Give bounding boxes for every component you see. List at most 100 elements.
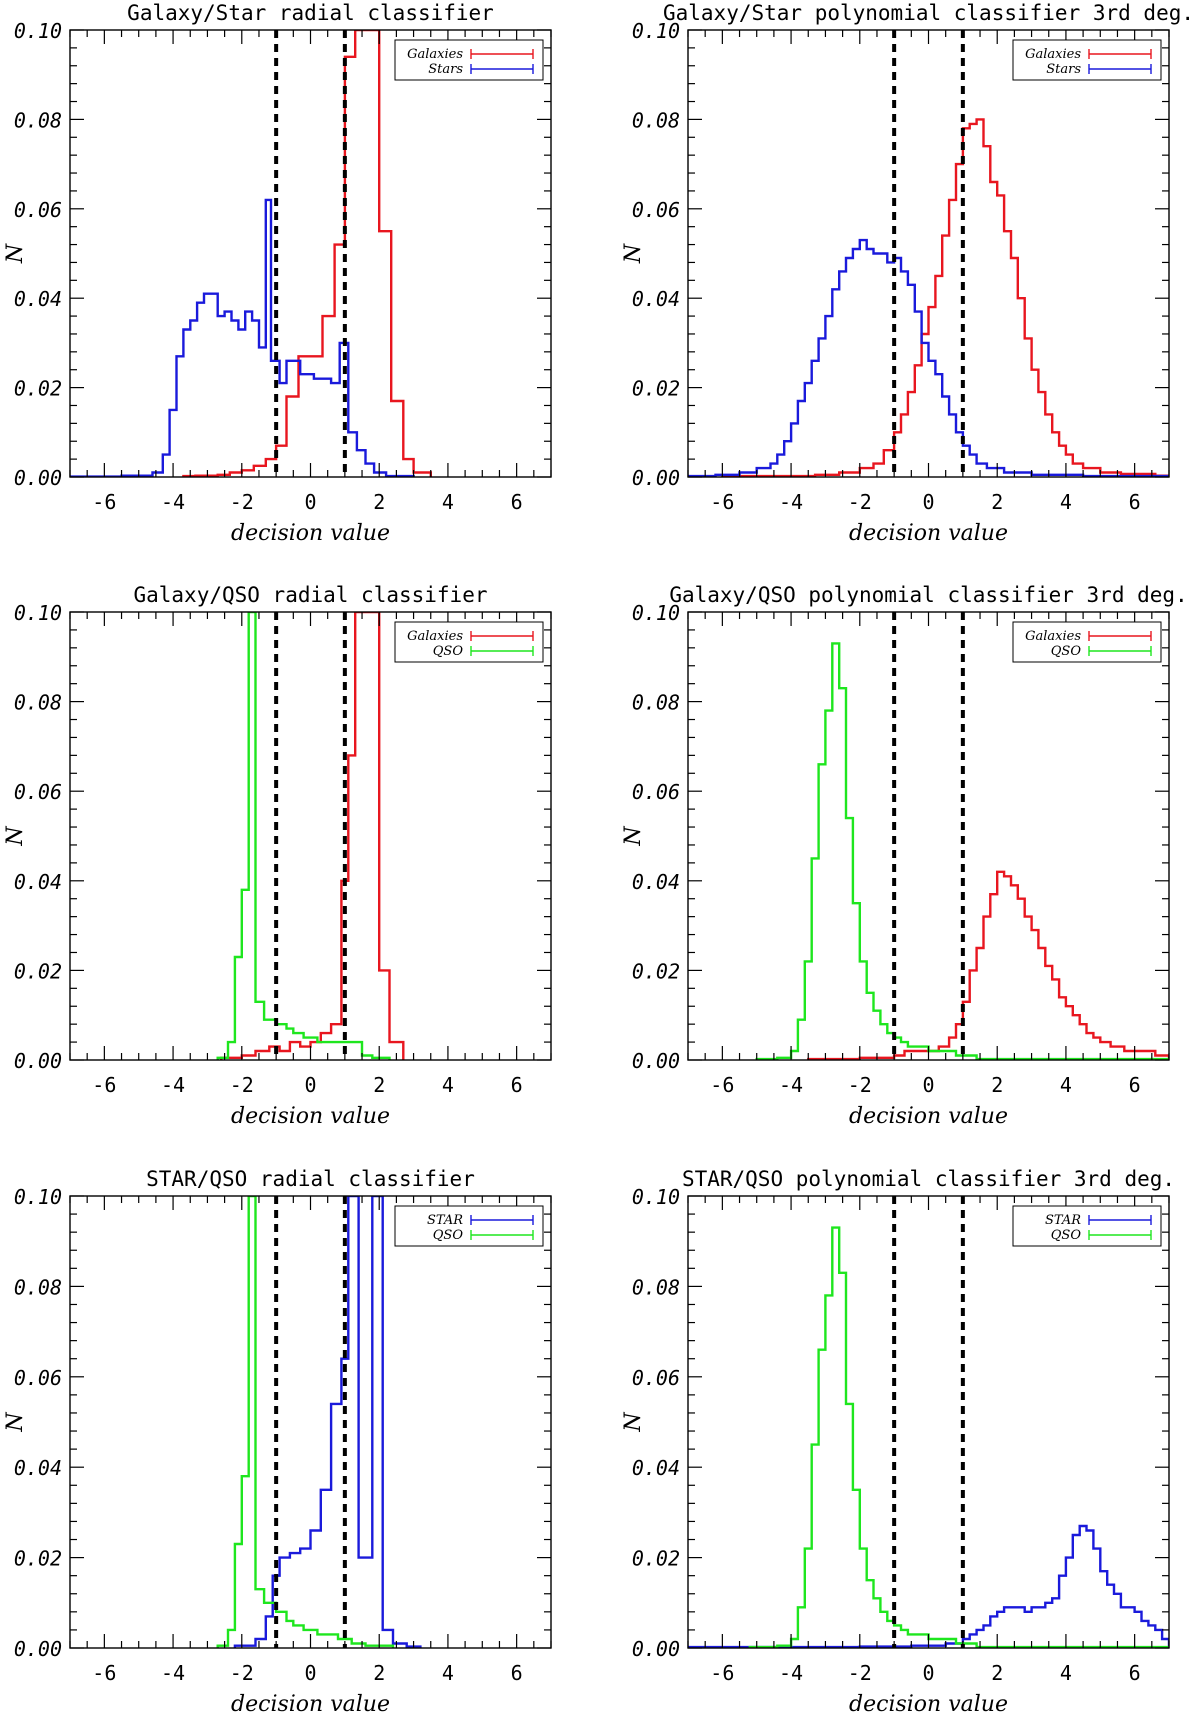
x-tick-label: 2 (991, 490, 1003, 514)
y-axis-label: N (3, 1412, 28, 1433)
y-tick-label: 0.02 (14, 959, 62, 983)
y-tick-label: 0.06 (14, 1366, 62, 1390)
x-tick-label: 4 (1060, 1073, 1072, 1097)
x-tick-label: -6 (92, 1073, 116, 1097)
legend-label-qso: QSO (433, 644, 464, 659)
x-tick-label: 6 (1129, 490, 1141, 514)
x-axis-label: decision value (231, 1104, 390, 1129)
histogram-series-qso (216, 612, 391, 1060)
y-tick-label: 0.10 (632, 1185, 680, 1209)
y-tick-label: 0.04 (632, 870, 680, 894)
x-tick-label: -6 (710, 490, 734, 514)
chart-panel-6: STAR/QSO polynomial classifier 3rd deg. -… (621, 1167, 1175, 1716)
y-tick-label: 0.06 (632, 780, 680, 804)
chart-title: STAR/QSO radial classifier (146, 1167, 475, 1191)
y-tick-label: 0.10 (14, 19, 62, 43)
y-tick-label: 0.04 (632, 287, 680, 311)
y-tick-label: 0.04 (14, 870, 62, 894)
x-tick-label: 0 (304, 1661, 316, 1685)
y-tick-label: 0.08 (14, 108, 62, 132)
x-tick-label: 4 (1060, 490, 1072, 514)
legend-box (1012, 621, 1162, 663)
x-axis-label: decision value (849, 521, 1008, 546)
x-tick-label: 6 (511, 490, 523, 514)
x-tick-label: 0 (304, 490, 316, 514)
y-tick-label: 0.02 (14, 377, 62, 401)
chart-panel-5: STAR/QSO radial classifier -6 -4 -2 0 2 4 6 0.00… (3, 1167, 552, 1716)
x-tick-label: -4 (779, 1661, 803, 1685)
y-axis-label: N (621, 826, 646, 847)
x-tick-label: 2 (373, 1073, 385, 1097)
y-tick-label: 0.04 (14, 287, 62, 311)
y-tick-label: 0.00 (632, 466, 680, 490)
x-tick-label: -6 (710, 1073, 734, 1097)
x-tick-label: -2 (848, 490, 872, 514)
plot-frame (69, 1195, 552, 1649)
legend-box (394, 621, 544, 663)
x-tick-label: 4 (442, 1661, 454, 1685)
y-tick-label: 0.02 (632, 959, 680, 983)
x-tick-label: -4 (779, 490, 803, 514)
legend-label-galaxies: Galaxies (407, 47, 463, 62)
legend-label-galaxies: Galaxies (1025, 47, 1081, 62)
y-tick-label: 0.02 (632, 1547, 680, 1571)
y-tick-label: 0.10 (14, 601, 62, 625)
histogram-series-stars (70, 198, 415, 477)
chart-title: Galaxy/QSO polynomial classifier 3rd deg… (669, 583, 1187, 607)
y-tick-label: 0.06 (632, 1366, 680, 1390)
x-tick-label: -6 (92, 490, 116, 514)
x-tick-label: 4 (1060, 1661, 1072, 1685)
x-tick-label: 6 (511, 1661, 523, 1685)
histogram-series-galaxies (721, 118, 1169, 477)
x-tick-label: -4 (161, 1073, 185, 1097)
legend-label-stars: Stars (1046, 62, 1081, 77)
y-tick-label: 0.00 (632, 1637, 680, 1661)
x-tick-label: 2 (373, 490, 385, 514)
y-tick-label: 0.08 (632, 691, 680, 715)
x-tick-label: 4 (442, 1073, 454, 1097)
x-tick-label: -4 (161, 1661, 185, 1685)
y-axis-label: N (621, 243, 646, 264)
plot-frame (69, 611, 552, 1061)
y-tick-label: 0.04 (632, 1456, 680, 1480)
plot-frame (687, 1195, 1170, 1649)
y-tick-label: 0.10 (632, 601, 680, 625)
legend-box (1012, 1205, 1162, 1247)
x-axis-label: decision value (849, 1692, 1008, 1716)
x-tick-label: -4 (779, 1073, 803, 1097)
chart-panel-2: Galaxy/Star polynomial classifier 3rd de… (621, 1, 1194, 546)
y-tick-label: 0.00 (14, 1049, 62, 1073)
chart-panel-1: Galaxy/Star radial classifier -6 -4 -2 0 2 4 6 0… (3, 1, 552, 546)
y-axis-label: N (621, 1412, 646, 1433)
y-tick-label: 0.08 (632, 108, 680, 132)
x-tick-label: 6 (511, 1073, 523, 1097)
legend-label-galaxies: Galaxies (1025, 629, 1081, 644)
y-tick-label: 0.08 (14, 1275, 62, 1299)
x-tick-label: -2 (230, 1073, 254, 1097)
y-tick-label: 0.00 (14, 1637, 62, 1661)
legend-box (394, 1205, 544, 1247)
y-axis-label: N (3, 243, 28, 264)
legend-label-star: STAR (427, 1213, 463, 1228)
x-tick-label: 2 (991, 1073, 1003, 1097)
x-tick-label: -6 (92, 1661, 116, 1685)
y-tick-label: 0.02 (14, 1547, 62, 1571)
legend-label-stars: Stars (428, 62, 463, 77)
x-tick-label: 0 (922, 1661, 934, 1685)
chart-title: Galaxy/Star radial classifier (127, 1, 494, 25)
x-tick-label: 2 (991, 1661, 1003, 1685)
chart-title: Galaxy/QSO radial classifier (133, 583, 487, 607)
histogram-series-qso (755, 642, 1169, 1060)
y-tick-label: 0.08 (14, 691, 62, 715)
y-tick-label: 0.02 (632, 377, 680, 401)
x-tick-label: -2 (848, 1661, 872, 1685)
x-tick-label: 0 (304, 1073, 316, 1097)
histogram-series-qso (216, 1196, 395, 1648)
